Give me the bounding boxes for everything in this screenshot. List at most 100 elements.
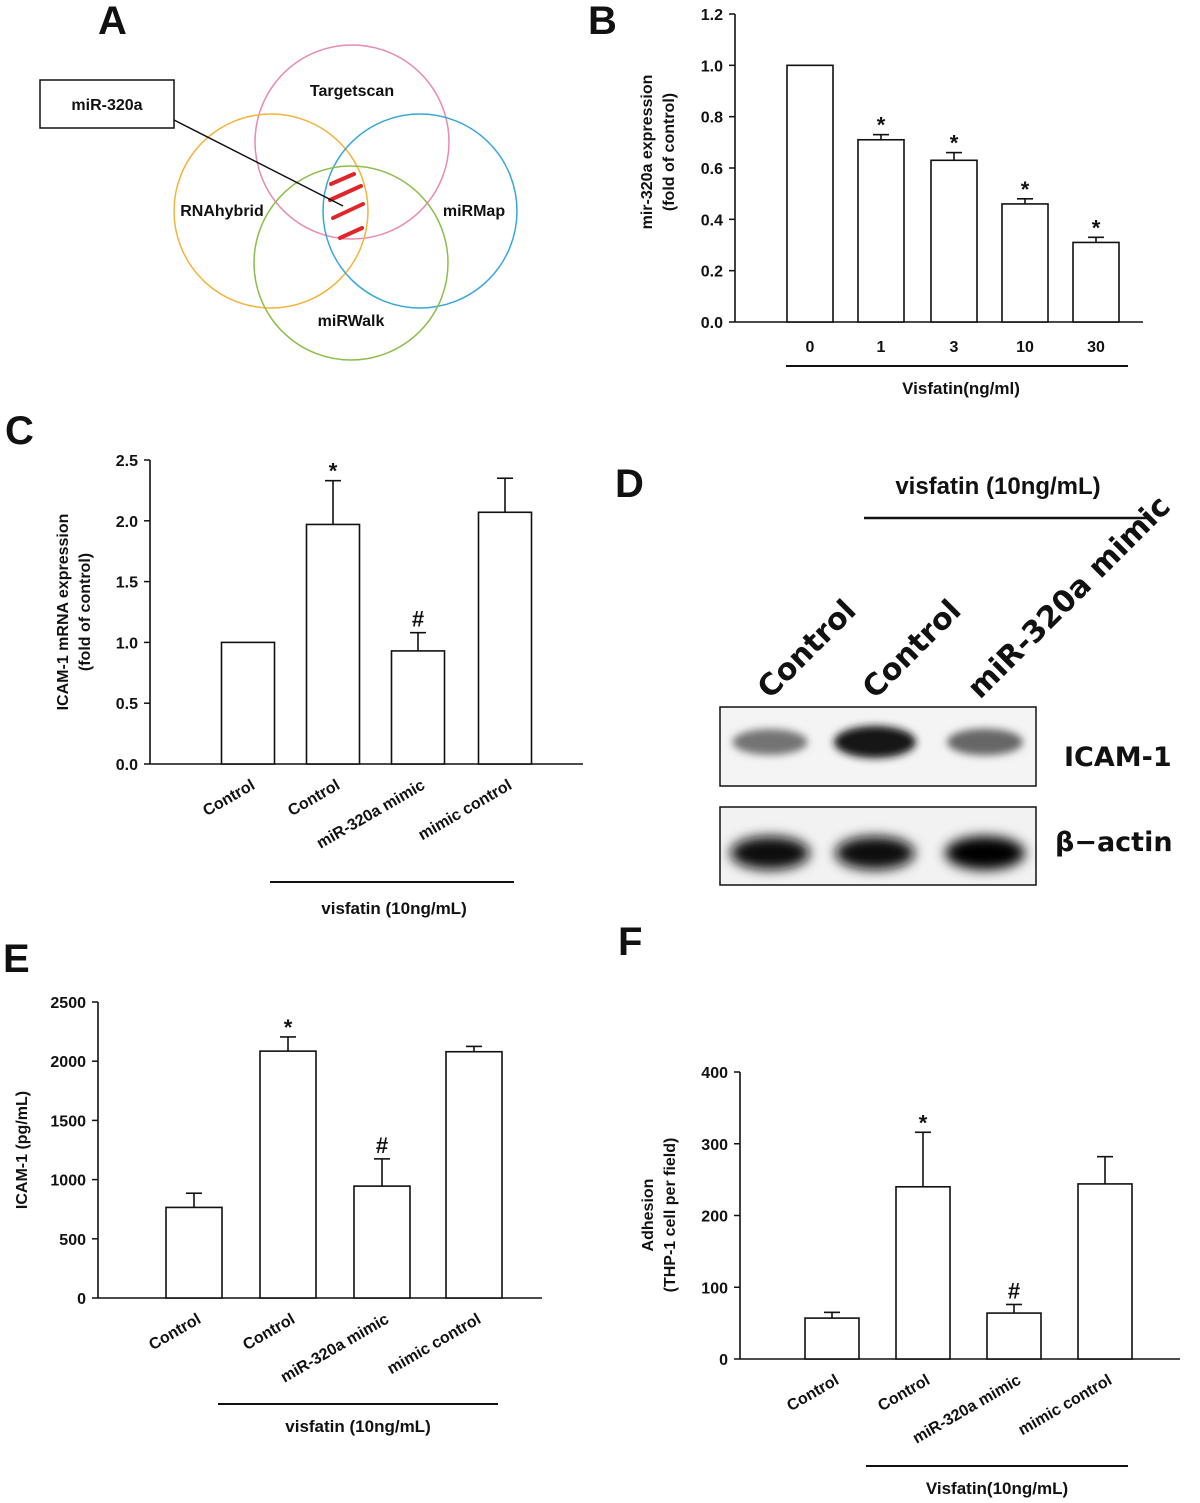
actin-band — [730, 836, 810, 870]
x-tick-label: mimic control — [416, 777, 515, 844]
bar — [895, 1186, 951, 1360]
callout-pointer — [173, 119, 344, 207]
actin-band — [835, 836, 915, 870]
panel-letter-d: D — [615, 462, 644, 506]
x-tick-label: 30 — [1087, 339, 1105, 356]
y-tick-label: 1.0 — [116, 635, 138, 652]
y-tick-label: 0 — [77, 1291, 86, 1308]
blot-lane-label-1: Control — [751, 593, 863, 705]
bar — [1077, 1183, 1133, 1360]
significance-marker: * — [329, 459, 338, 484]
y-tick-label: 2.0 — [116, 514, 138, 531]
y-axis-label: mir-320a expression — [639, 75, 656, 230]
y-tick-label: 100 — [701, 1280, 728, 1297]
significance-marker: * — [877, 113, 886, 138]
blot-band-label-icam1: ICAM-1 — [1064, 742, 1172, 773]
group-label: visfatin (10ng/mL) — [285, 1417, 430, 1436]
x-tick-label: Control — [285, 777, 343, 820]
significance-marker: * — [284, 1015, 293, 1040]
x-tick-label: Control — [240, 1311, 298, 1354]
icam1-band — [732, 729, 808, 755]
bar — [305, 523, 361, 765]
bar — [1072, 241, 1120, 323]
y-tick-label: 400 — [701, 1065, 728, 1082]
group-label: visfatin (10ng/mL) — [321, 899, 466, 918]
chart-b-mir320a-expression: 0.0 0.2 0.4 0.6 0.8 1.0 1.2 0 * 1 * 3 * 10 * 30 mir-320a… — [639, 7, 1143, 398]
venn-intersection-hatch — [328, 172, 365, 240]
y-tick-label: 2500 — [50, 995, 86, 1012]
bar — [986, 1312, 1042, 1360]
chart-e-icam1-protein: 05001000150020002500Control*Control#miR-… — [14, 995, 542, 1436]
venn-diagram: miR-320a Targetscan RNAhybrid miRMap miR… — [39, 44, 518, 361]
panel-letter-e: E — [3, 937, 30, 981]
y-tick-label: 1.5 — [116, 575, 138, 592]
y-axis-label: (THP-1 cell per field) — [662, 1138, 679, 1293]
significance-marker: # — [412, 607, 424, 632]
blot-band-label-actin: β−actin — [1055, 827, 1173, 858]
bar — [390, 650, 446, 765]
bar — [220, 641, 276, 765]
x-tick-label: 0 — [806, 339, 815, 356]
callout-label: miR-320a — [71, 97, 142, 114]
x-tick-label: 3 — [950, 339, 959, 356]
y-tick-label: 0.5 — [116, 696, 138, 713]
x-tick-label: Control — [784, 1372, 842, 1415]
x-tick-label: Control — [875, 1372, 933, 1415]
x-tick-label: Control — [146, 1311, 204, 1354]
y-tick-label: 500 — [59, 1232, 86, 1249]
y-tick-label: 0.0 — [116, 757, 138, 774]
venn-label-mirwalk: miRWalk — [318, 313, 385, 330]
y-tick-label: 1500 — [50, 1113, 86, 1130]
venn-circle-targetscan — [254, 44, 450, 240]
bar — [786, 64, 834, 323]
significance-marker: * — [1021, 177, 1030, 202]
y-tick-label: 0 — [719, 1352, 728, 1369]
significance-marker: # — [1008, 1278, 1020, 1303]
x-tick-label: mimic control — [1016, 1372, 1115, 1439]
bar — [259, 1050, 317, 1299]
venn-circle-mirmap — [322, 113, 518, 309]
venn-label-rnahybrid: RNAhybrid — [180, 203, 264, 220]
y-tick-label: 300 — [701, 1137, 728, 1154]
x-tick-label: 10 — [1016, 339, 1034, 356]
y-tick-label: 0.0 — [701, 315, 723, 332]
y-tick-label: 1000 — [50, 1173, 86, 1190]
y-axis-label: (fold of control) — [661, 93, 678, 211]
bar — [477, 511, 533, 765]
venn-label-mirmap: miRMap — [443, 203, 505, 220]
y-tick-label: 0.6 — [701, 161, 723, 178]
panel-letter-c: C — [5, 409, 34, 453]
y-axis-label: Adhesion — [640, 1179, 657, 1252]
bar — [930, 159, 978, 323]
x-tick-label: Control — [200, 777, 258, 820]
y-tick-label: 1.0 — [701, 58, 723, 75]
actin-band — [945, 836, 1025, 870]
significance-marker: * — [950, 131, 959, 156]
y-tick-label: 0.2 — [701, 264, 723, 281]
icam1-band — [947, 728, 1023, 756]
significance-marker: * — [1092, 215, 1101, 240]
venn-label-targetscan: Targetscan — [310, 83, 394, 100]
bar — [165, 1206, 223, 1299]
y-tick-label: 1.2 — [701, 7, 723, 24]
y-axis-label: (fold of control) — [77, 553, 94, 671]
blot-lane-label-3: miR-320a mimic — [961, 489, 1178, 706]
y-axis-label: ICAM-1 (pg/mL) — [14, 1091, 31, 1209]
blot-group-label: visfatin (10ng/mL) — [895, 473, 1100, 500]
y-tick-label: 0.4 — [701, 212, 723, 229]
group-label: Visfatin(10ng/mL) — [926, 1479, 1068, 1498]
panel-letter-f: F — [618, 920, 642, 964]
bar — [353, 1185, 411, 1299]
icam1-band — [834, 725, 916, 759]
bar — [804, 1317, 860, 1360]
x-tick-label: 1 — [877, 339, 886, 356]
callout-box — [39, 79, 175, 129]
y-tick-label: 200 — [701, 1209, 728, 1226]
panel-letter-b: B — [588, 0, 617, 43]
panel-letter-a: A — [98, 0, 127, 43]
y-axis-label: ICAM-1 mRNA expression — [55, 514, 72, 711]
y-tick-label: 2.5 — [116, 453, 138, 470]
venn-circle-mirwalk — [253, 165, 449, 361]
